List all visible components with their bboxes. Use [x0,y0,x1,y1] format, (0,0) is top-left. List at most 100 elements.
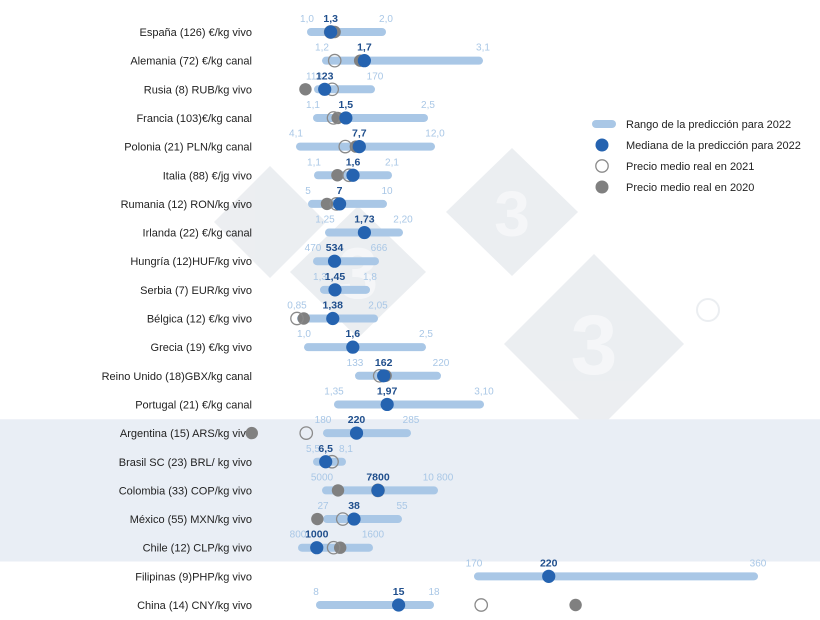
category-label: Francia (103)€/kg canal [136,113,252,125]
median-dot [380,397,394,412]
median-value-label: 1,5 [339,99,354,111]
range-min-label: 1,0 [300,14,314,25]
range-max-label: 220 [433,358,450,369]
category-label: Irlanda (22) €/kg canal [143,228,252,240]
range-min-label: 170 [466,558,483,569]
price-2020-dot [245,426,258,440]
range-min-label: 5 [305,186,311,197]
filled-gray-circle-icon [595,180,609,194]
median-dot [392,598,406,612]
range-min-label: 1,3 [313,272,327,283]
category-label: Serbia (7) EUR/kg vivo [140,285,252,297]
legend-label: Precio medio real en 2021 [626,161,754,173]
range-max-label: 3,10 [474,386,494,397]
price-2020-dot [320,197,334,211]
median-dot [346,340,360,354]
median-dot [328,283,342,297]
range-bar [304,343,426,352]
filled-blue-circle-icon [595,138,609,152]
price-2021-dot [299,426,314,440]
range-max-label: 666 [371,243,388,254]
category-label: Rusia (8) RUB/kg vivo [144,84,252,96]
range-min-label: 133 [347,358,364,369]
median-value-label: 162 [375,357,393,369]
category-label: Grecia (19) €/kg vivo [151,342,252,354]
category-label: Filipinas (9)PHP/kg vivo [135,571,252,583]
median-dot [349,426,364,440]
median-value-label: 7,7 [352,128,367,140]
range-max-label: 2,0 [379,14,393,25]
price-2021-dot [327,53,342,68]
median-dot [352,140,366,154]
legend-label: Rango de la predicción para 2022 [626,119,791,131]
median-dot [357,225,372,240]
category-label: Portugal (21) €/kg canal [135,399,252,411]
range-min-label: 27 [317,501,329,512]
median-value-label: 15 [393,586,405,598]
range-max-label: 18 [428,587,440,598]
median-dot [339,111,353,125]
range-min-label: 180 [315,415,332,426]
median-value-label: 1,45 [325,271,346,283]
category-label: Rumania (12) RON/kg vivo [121,199,252,211]
price-2021-dot [338,139,353,154]
range-max-label: 2,05 [368,301,388,312]
range-min-label: 4,1 [289,129,303,140]
median-dot [346,168,360,182]
range-max-label: 2,1 [385,157,399,168]
range-max-label: 360 [750,558,767,569]
range-bar [313,113,428,122]
price-2020-dot [569,598,582,612]
range-bar [320,285,370,294]
category-label: Chile (12) CLP/kg vivo [143,543,252,555]
price-2021-dot [326,540,341,555]
svg-text:3: 3 [338,234,378,314]
range-max-label: 285 [403,415,420,426]
legend-label: Precio medio real en 2020 [626,182,754,194]
legend-label: Mediana de la predicción para 2022 [626,140,801,152]
median-value-label: 38 [348,500,360,512]
range-max-label: 10 800 [423,472,454,483]
category-label: China (14) CNY/kg vivo [137,600,252,612]
range-min-label: 5000 [311,472,334,483]
category-label: Polonia (21) PLN/kg canal [124,142,252,154]
range-max-label: 12,0 [425,129,445,140]
range-max-label: 2,5 [421,100,435,111]
median-value-label: 1000 [305,529,329,541]
range-bar [323,515,402,524]
range-max-label: 2,5 [419,329,433,340]
range-min-label: 800 [290,530,307,541]
price-2020-dot [331,169,344,182]
median-dot [326,311,340,326]
price-2021-dot [474,598,489,612]
median-dot [347,512,361,526]
median-dot [324,25,338,39]
range-max-label: 3,1 [476,43,490,54]
svg-text:3: 3 [571,298,618,392]
median-value-label: 1,97 [377,385,398,397]
range-bar [313,257,379,266]
median-value-label: 220 [348,414,366,426]
median-dot [377,369,391,383]
hollow-circle-icon [595,159,609,173]
category-label: España (126) €/kg vivo [139,27,252,39]
median-value-label: 1,3 [323,13,338,25]
median-value-label: 1,7 [357,42,372,54]
range-max-label: 1600 [362,530,385,541]
range-bar-icon [592,120,616,128]
price-2020-dot [299,83,312,96]
range-min-label: 1,25 [315,215,335,226]
median-value-label: 1,6 [346,156,361,168]
category-label: Alemania (72) €/kg canal [130,56,252,68]
range-bar [355,371,441,380]
range-min-label: 470 [305,243,322,254]
range-max-label: 170 [367,71,384,82]
median-value-label: 7 [337,185,343,197]
range-bar [316,601,434,609]
median-dot [310,541,324,555]
range-min-label: 1,1 [307,157,321,168]
range-min-label: 1,2 [315,43,329,54]
range-bar [308,199,387,208]
